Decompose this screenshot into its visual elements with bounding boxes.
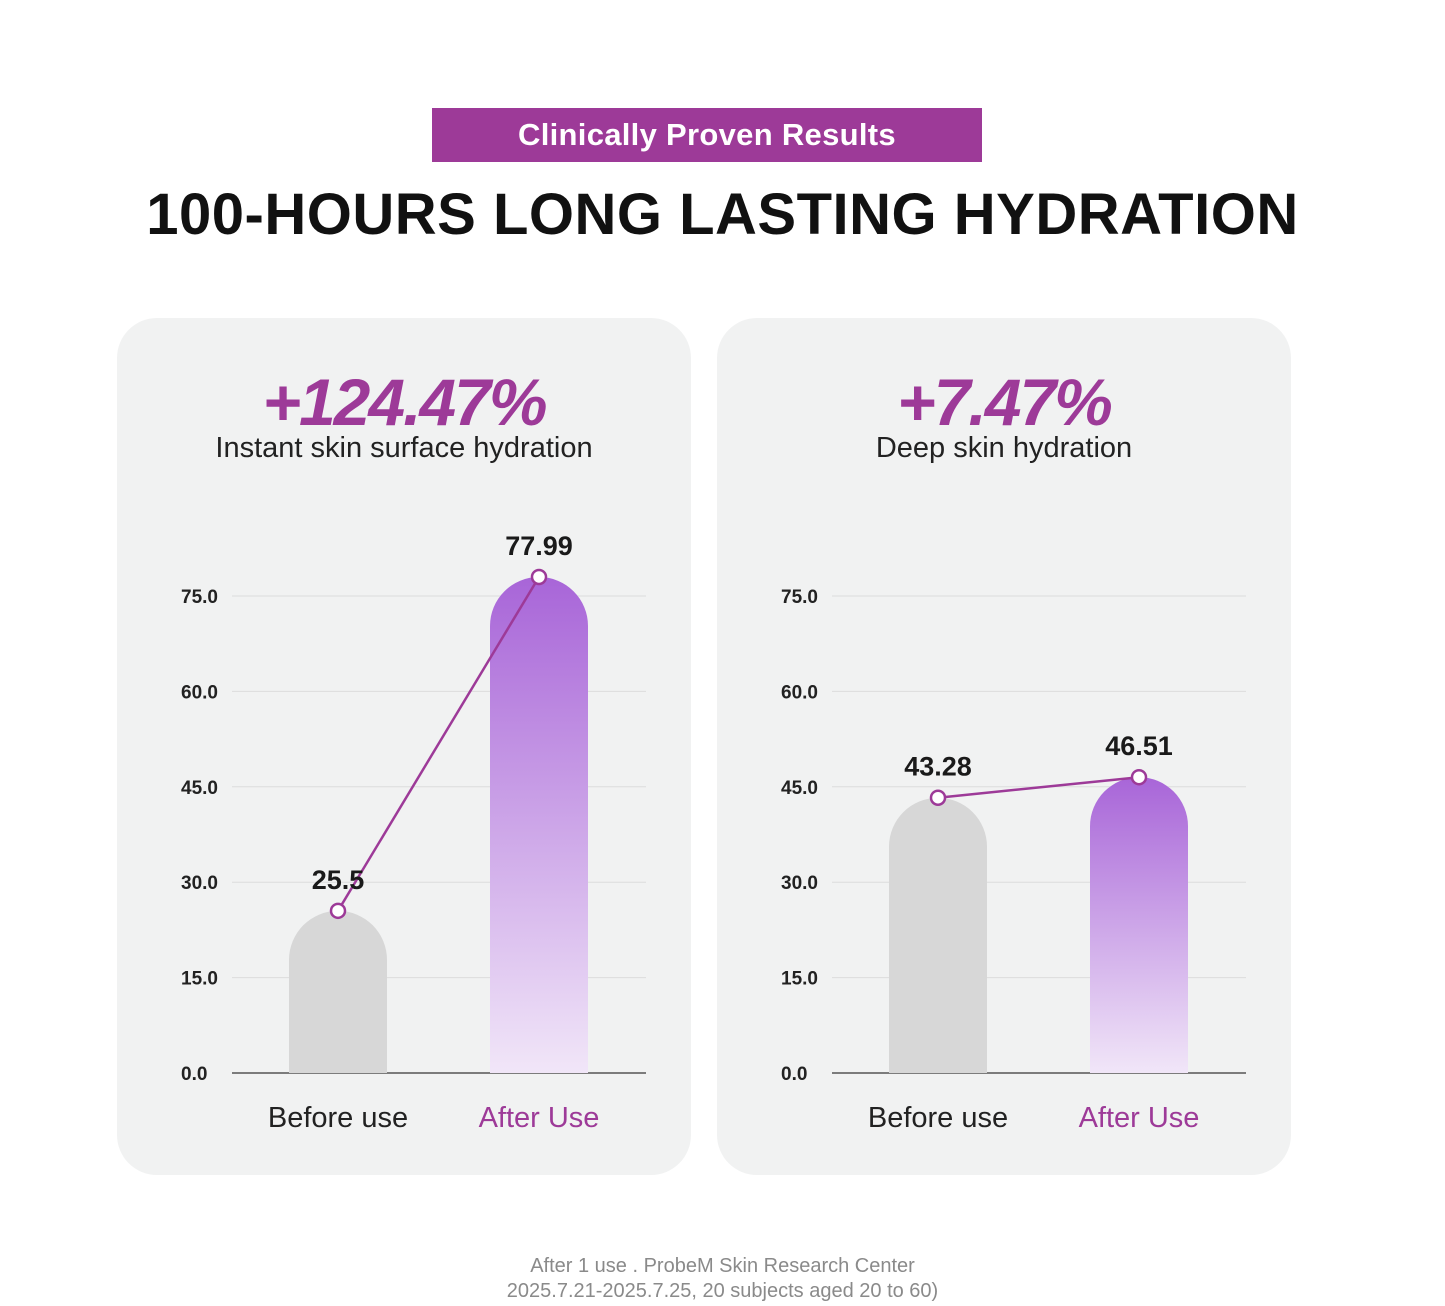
percent-increase: +7.47% [897,365,1113,439]
bar-chart-surface-hydration: 0.0 15.0 30.0 45.0 60.0 75.0 Before use After U… [181,531,646,1134]
data-point-marker [1130,768,1148,786]
study-footnote: After 1 use . ProbeM Skin Research Cente… [0,1254,1445,1304]
bar-after-use [1090,777,1188,1073]
data-value-label: 46.51 [1105,731,1173,761]
data-value-label: 77.99 [505,531,573,561]
y-tick-label: 0.0 [781,1064,807,1085]
y-tick-label: 75.0 [181,587,218,608]
chart-panel-deep-hydration: +7.47% Deep skin hydration 0.0 15.0 30.0 45… [717,318,1291,1175]
x-category-label: After Use [479,1102,600,1134]
x-category-label: Before use [868,1102,1008,1134]
metric-label: Deep skin hydration [875,432,1133,464]
bar-before-use [889,797,987,1073]
metric-label: Instant skin surface hydration [215,432,593,464]
y-tick-label: 60.0 [781,682,818,703]
y-tick-label: 0.0 [181,1064,207,1085]
footnote-line-1: After 1 use . ProbeM Skin Research Cente… [530,1255,915,1277]
chart-panel-surface-hydration: +124.47% Instant skin surface hydration … [117,318,691,1175]
percent-increase: +124.47% [262,365,547,439]
trend-line [937,775,1140,799]
bar-after-use [490,576,588,1073]
data-value-label: 43.28 [904,752,972,782]
data-point-marker [329,902,347,920]
y-tick-label: 45.0 [181,778,218,799]
data-point-marker [530,568,548,586]
y-tick-label: 45.0 [781,778,818,799]
y-tick-label: 15.0 [181,969,218,990]
footnote-line-2: 2025.7.21-2025.7.25, 20 subjects aged 20… [506,1280,939,1302]
y-tick-label: 30.0 [781,873,818,894]
bar-chart-deep-hydration: 0.0 15.0 30.0 45.0 60.0 75.0 Before use After U… [781,587,1246,1134]
page-title: 100-HOURS LONG LASTING HYDRATION [146,182,1299,247]
data-value-label: 25.5 [312,865,365,895]
x-category-label: After Use [1079,1102,1200,1134]
header-badge: Clinically Proven Results [432,108,982,162]
y-tick-label: 15.0 [781,969,818,990]
trend-line [336,576,541,912]
x-category-label: Before use [268,1102,408,1134]
data-point-marker [929,789,947,806]
y-tick-label: 75.0 [781,587,818,608]
y-tick-label: 60.0 [181,682,218,703]
y-tick-label: 30.0 [181,873,218,894]
bar-before-use [289,910,387,1073]
